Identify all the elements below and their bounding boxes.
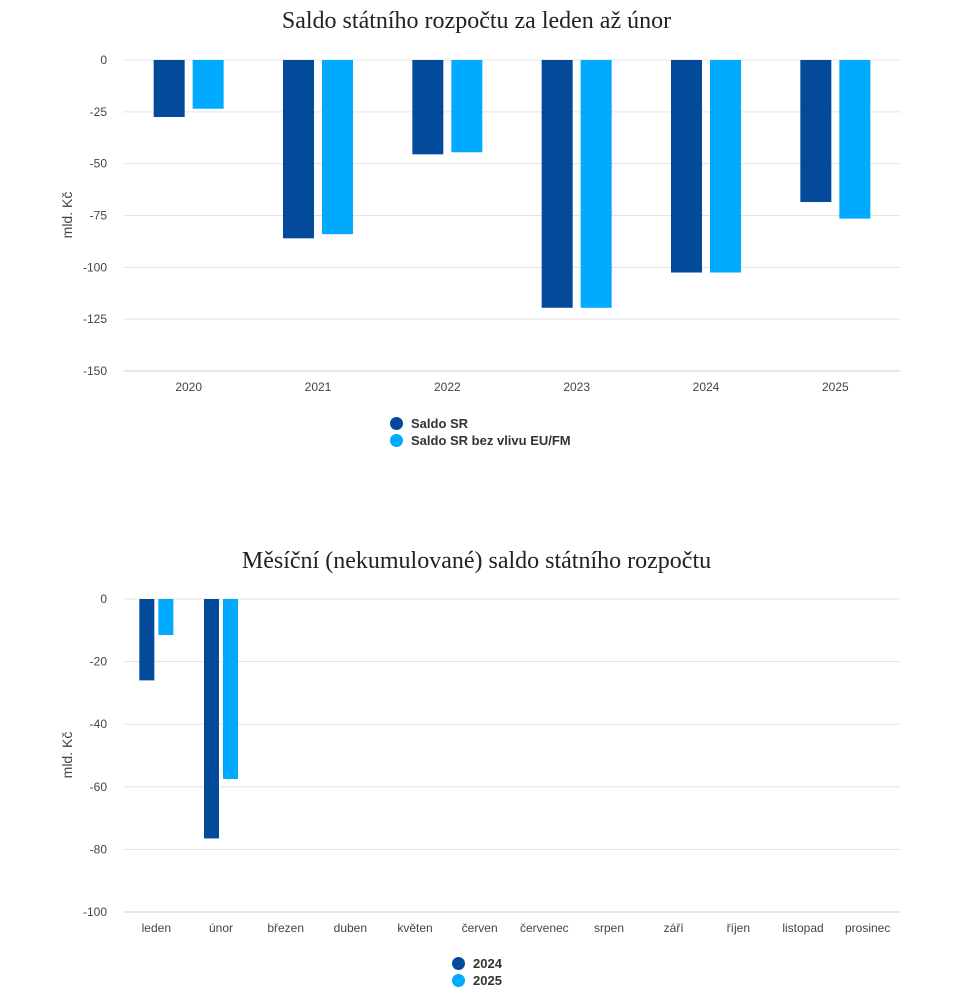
bar[interactable] bbox=[204, 599, 219, 839]
legend-label: Saldo SR bez vlivu EU/FM bbox=[411, 433, 571, 448]
chart-2-plot: 0 -20 -40 -60 -80 -100 mld. Kč leden únor březen d… bbox=[59, 592, 900, 935]
x-tick-label: leden bbox=[142, 921, 171, 935]
y-tick-label: -125 bbox=[83, 312, 107, 326]
x-tick-label: březen bbox=[267, 921, 304, 935]
x-tick-label: 2023 bbox=[563, 380, 590, 394]
legend-label: 2024 bbox=[473, 956, 502, 971]
bar[interactable] bbox=[541, 60, 573, 308]
y-tick-label: -20 bbox=[90, 655, 108, 669]
y-tick-label: -25 bbox=[90, 105, 108, 119]
y-tick-label: -40 bbox=[90, 717, 108, 731]
bar[interactable] bbox=[223, 599, 238, 779]
y-tick-label: 0 bbox=[100, 592, 107, 606]
x-tick-label: červenec bbox=[520, 921, 569, 935]
x-tick-label: 2022 bbox=[434, 380, 461, 394]
y-tick-label: -150 bbox=[83, 364, 107, 378]
legend-item-saldo-sr-bez-vlivu[interactable]: Saldo SR bez vlivu EU/FM bbox=[390, 432, 571, 449]
bar[interactable] bbox=[139, 599, 155, 681]
legend-dot-icon bbox=[390, 434, 403, 447]
legend-dot-icon bbox=[452, 957, 465, 970]
x-tick-label: říjen bbox=[727, 921, 750, 935]
x-tick-label: 2020 bbox=[175, 380, 202, 394]
chart-1-plot: 0 -25 -50 -75 -100 -125 -150 mld. Kč 2020 2021 202… bbox=[59, 53, 900, 394]
legend-item-2025[interactable]: 2025 bbox=[452, 972, 502, 989]
x-tick-label: 2021 bbox=[305, 380, 332, 394]
chart-1: Saldo státního rozpočtu za leden až únor… bbox=[0, 0, 953, 470]
x-tick-label: listopad bbox=[782, 921, 823, 935]
bar[interactable] bbox=[580, 60, 612, 308]
legend-item-saldo-sr[interactable]: Saldo SR bbox=[390, 415, 571, 432]
chart-1-title: Saldo státního rozpočtu za leden až únor bbox=[281, 8, 672, 34]
bar[interactable] bbox=[800, 60, 832, 203]
x-tick-label: únor bbox=[209, 921, 233, 935]
bar[interactable] bbox=[412, 60, 444, 155]
x-tick-label: duben bbox=[334, 921, 367, 935]
y-tick-label: -100 bbox=[83, 905, 107, 919]
chart-2: Měsíční (nekumulované) saldo státního ro… bbox=[0, 540, 953, 1007]
x-tick-label: 2024 bbox=[693, 380, 720, 394]
x-tick-label: 2025 bbox=[822, 380, 849, 394]
x-tick-label: prosinec bbox=[845, 921, 890, 935]
bar[interactable] bbox=[153, 60, 185, 118]
bar[interactable] bbox=[192, 60, 224, 109]
x-tick-label: červen bbox=[462, 921, 498, 935]
legend-dot-icon bbox=[452, 974, 465, 987]
y-axis-title: mld. Kč bbox=[59, 192, 75, 239]
y-tick-label: -50 bbox=[90, 157, 108, 171]
y-tick-label: -80 bbox=[90, 842, 108, 856]
y-tick-label: 0 bbox=[100, 53, 107, 67]
y-axis-title: mld. Kč bbox=[59, 732, 75, 779]
bar[interactable] bbox=[839, 60, 871, 219]
chart-2-legend: 2024 2025 bbox=[452, 955, 502, 989]
legend-label: 2025 bbox=[473, 973, 502, 988]
y-tick-label: -60 bbox=[90, 780, 108, 794]
x-tick-label: září bbox=[664, 921, 685, 935]
bar[interactable] bbox=[283, 60, 314, 239]
x-tick-label: srpen bbox=[594, 921, 624, 935]
legend-label: Saldo SR bbox=[411, 416, 469, 431]
y-tick-label: -75 bbox=[90, 209, 108, 223]
legend-item-2024[interactable]: 2024 bbox=[452, 955, 502, 972]
bar[interactable] bbox=[451, 60, 483, 153]
bar[interactable] bbox=[322, 60, 353, 235]
x-tick-label: květen bbox=[397, 921, 432, 935]
y-tick-label: -100 bbox=[83, 260, 107, 274]
bar[interactable] bbox=[158, 599, 174, 635]
bar[interactable] bbox=[710, 60, 741, 273]
bar[interactable] bbox=[671, 60, 702, 273]
chart-2-title: Měsíční (nekumulované) saldo státního ro… bbox=[241, 548, 712, 574]
legend-dot-icon bbox=[390, 417, 403, 430]
chart-1-legend: Saldo SR Saldo SR bez vlivu EU/FM bbox=[390, 415, 571, 449]
